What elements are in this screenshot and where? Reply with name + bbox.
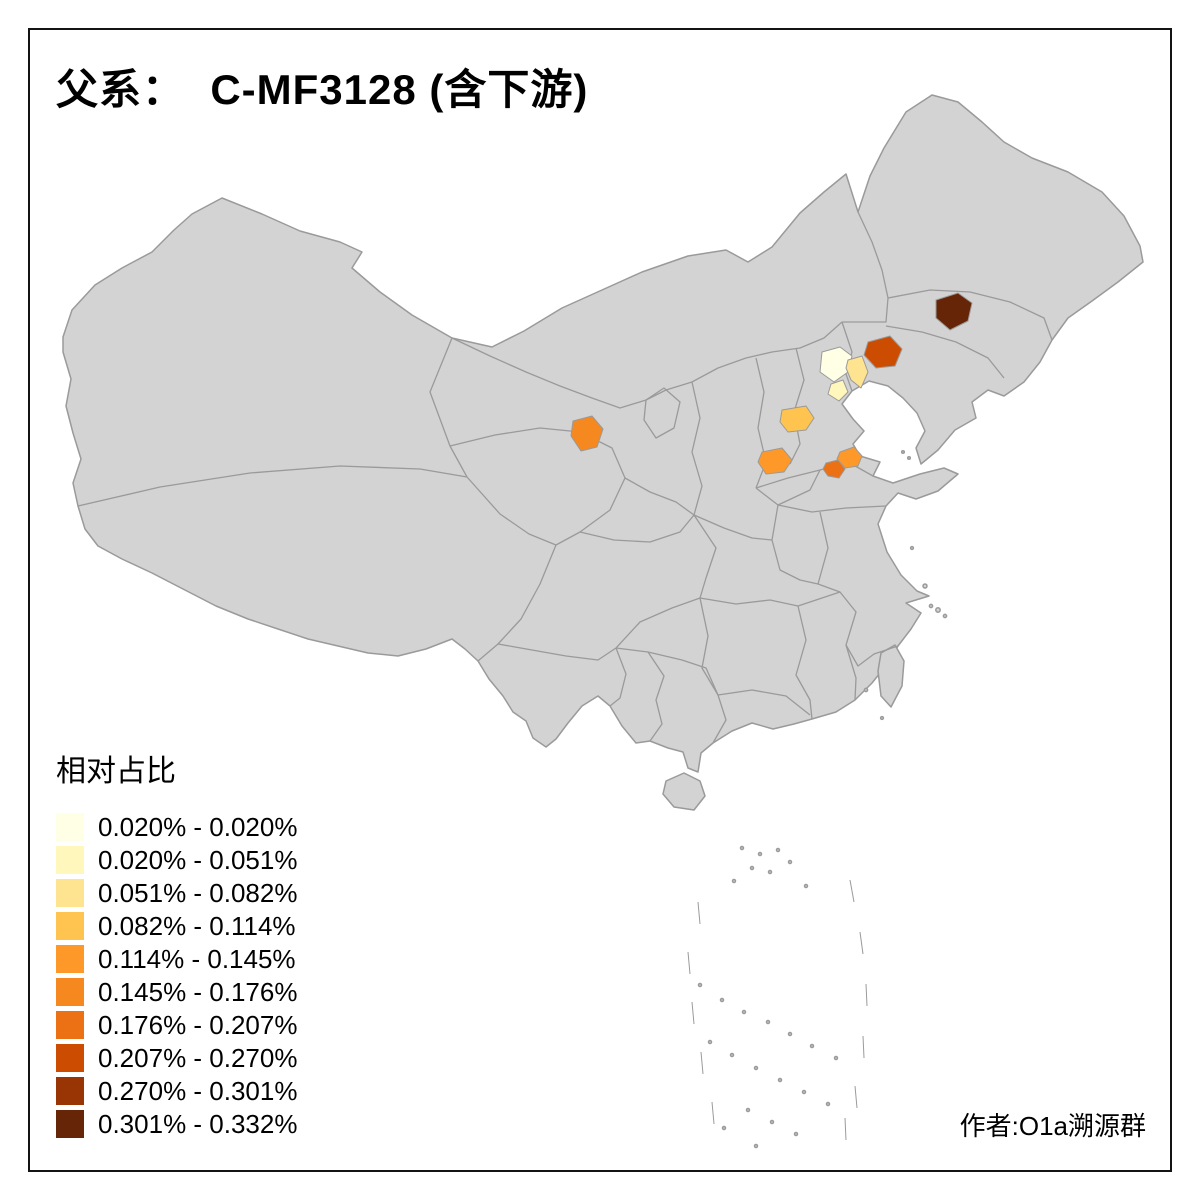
- legend-item: 0.020% - 0.051%: [56, 843, 297, 876]
- legend-swatch: [56, 878, 84, 907]
- region-liaoning: [863, 335, 903, 369]
- coastal-islands: [863, 449, 948, 721]
- legend-swatch: [56, 1010, 84, 1039]
- legend-swatch: [56, 944, 84, 973]
- legend-item: 0.176% - 0.207%: [56, 1008, 297, 1041]
- legend: 相对占比 0.020% - 0.020% 0.020% - 0.051% 0.0…: [56, 746, 297, 1140]
- region-hebei-shandong-border: [822, 459, 846, 479]
- legend-item: 0.082% - 0.114%: [56, 909, 297, 942]
- taiwan-island: [877, 644, 905, 708]
- legend-swatch: [56, 845, 84, 874]
- legend-swatch: [56, 812, 84, 841]
- region-henan-north: [757, 447, 793, 475]
- region-tianjin: [845, 355, 869, 389]
- south-china-sea-islands: [697, 845, 839, 1149]
- sea-dash-marks: [687, 879, 868, 1141]
- legend-label: 0.207% - 0.270%: [98, 1042, 298, 1073]
- region-hebei-south: [779, 405, 815, 433]
- attribution: 作者:O1a溯源群: [959, 1111, 1146, 1141]
- legend-swatch: [56, 1076, 84, 1105]
- highlighted-regions: [570, 292, 973, 479]
- legend-label: 0.301% - 0.332%: [98, 1108, 298, 1139]
- legend-swatch: [56, 977, 84, 1006]
- region-hebei-central: [827, 379, 849, 402]
- region-northeast-dark: [935, 292, 973, 331]
- legend-label: 0.020% - 0.051%: [98, 844, 298, 875]
- legend-item: 0.207% - 0.270%: [56, 1041, 297, 1074]
- china-mainland: [62, 94, 1144, 773]
- province-borders: [77, 211, 1053, 744]
- legend-item: 0.020% - 0.020%: [56, 810, 297, 843]
- legend-title: 相对占比: [56, 755, 176, 788]
- legend-item: 0.145% - 0.176%: [56, 975, 297, 1008]
- legend-label: 0.020% - 0.020%: [98, 811, 298, 842]
- legend-label: 0.082% - 0.114%: [98, 910, 296, 941]
- legend-item: 0.270% - 0.301%: [56, 1074, 297, 1107]
- legend-label: 0.176% - 0.207%: [98, 1009, 298, 1040]
- hainan-island: [662, 772, 706, 811]
- legend-item: 0.301% - 0.332%: [56, 1107, 297, 1140]
- legend-item: 0.051% - 0.082%: [56, 876, 297, 909]
- legend-label: 0.145% - 0.176%: [98, 976, 298, 1007]
- legend-item: 0.114% - 0.145%: [56, 942, 297, 975]
- legend-swatch: [56, 1043, 84, 1072]
- legend-swatch: [56, 1109, 84, 1138]
- legend-label: 0.114% - 0.145%: [98, 943, 296, 974]
- region-shandong-west: [836, 446, 863, 469]
- legend-label: 0.270% - 0.301%: [98, 1075, 298, 1106]
- legend-label: 0.051% - 0.082%: [98, 877, 298, 908]
- page-title: 父系： C-MF3128 (含下游): [56, 66, 589, 113]
- legend-swatch: [56, 911, 84, 940]
- region-gansu: [570, 415, 604, 452]
